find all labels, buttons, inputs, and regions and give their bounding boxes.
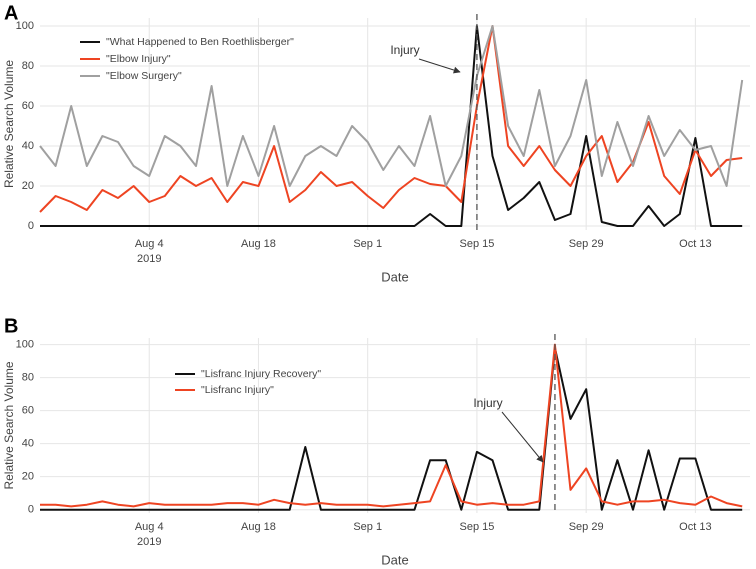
y-tick-label: 20 — [22, 471, 34, 483]
x-tick-label: Oct 13 — [679, 521, 711, 533]
y-axis-label: Relative Search Volume — [2, 60, 16, 188]
x-tick-label: Sep 1 — [353, 238, 382, 250]
annotation-arrow — [501, 411, 544, 463]
legend-label: "What Happened to Ben Roethlisberger" — [106, 36, 294, 48]
x-tick-label: Oct 13 — [679, 238, 711, 250]
x-tick-label: Aug 4 — [135, 521, 164, 533]
series-line — [40, 25, 743, 227]
annotation: Injury — [390, 43, 419, 57]
y-tick-label: 80 — [22, 60, 34, 72]
y-tick-label: 60 — [22, 100, 34, 112]
y-tick-label: 60 — [22, 405, 34, 417]
y-tick-label: 100 — [16, 20, 34, 32]
legend-label: "Elbow Surgery" — [106, 70, 182, 82]
x-tick-year: 2019 — [137, 253, 161, 265]
y-tick-label: 0 — [28, 220, 34, 232]
y-tick-label: 80 — [22, 372, 34, 384]
y-tick-label: 40 — [22, 438, 34, 450]
x-tick-label: Aug 18 — [241, 238, 276, 250]
annotation: Injury — [473, 396, 502, 410]
series-line — [39, 25, 744, 187]
x-tick-label: Sep 1 — [353, 521, 382, 533]
y-tick-label: 20 — [22, 180, 34, 192]
legend-label: "Lisfranc Injury Recovery" — [201, 368, 321, 380]
panel-label: A — [4, 2, 18, 24]
x-tick-label: Sep 29 — [569, 521, 604, 533]
x-axis-label: Date — [381, 552, 408, 567]
y-tick-label: 40 — [22, 140, 34, 152]
x-tick-label: Sep 29 — [569, 238, 604, 250]
y-tick-label: 0 — [28, 504, 34, 516]
x-tick-label: Aug 4 — [135, 238, 164, 250]
legend-label: "Lisfranc Injury" — [201, 384, 274, 396]
x-tick-label: Aug 18 — [241, 521, 276, 533]
annotation-arrow — [418, 58, 461, 74]
y-axis-label: Relative Search Volume — [2, 361, 16, 489]
x-tick-label: Sep 15 — [459, 521, 494, 533]
series-line — [39, 25, 743, 213]
x-tick-label: Sep 15 — [459, 238, 494, 250]
y-tick-label: 100 — [16, 339, 34, 351]
x-tick-year: 2019 — [137, 536, 161, 548]
series-line — [40, 346, 743, 511]
series-line — [40, 343, 743, 508]
panel-label: B — [4, 315, 18, 337]
legend-label: "Elbow Injury" — [106, 53, 171, 65]
x-axis-label: Date — [381, 269, 408, 284]
